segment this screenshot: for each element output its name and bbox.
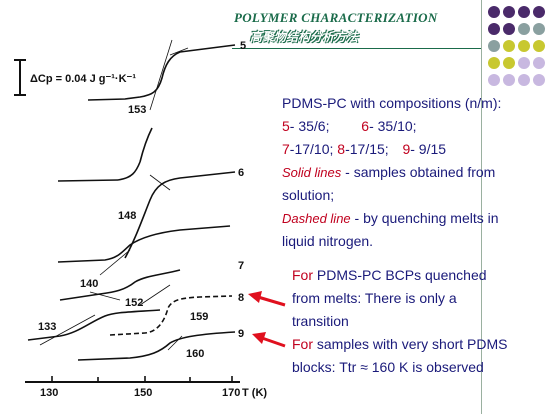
decorative-dot bbox=[503, 74, 515, 86]
compositions-row-2: 7-17/10; 8-17/15; 9- 9/15 bbox=[282, 138, 446, 161]
decorative-dot-grid bbox=[488, 6, 545, 86]
temp-label-153: 153 bbox=[128, 104, 146, 116]
x-tick-150: 150 bbox=[134, 387, 152, 399]
comp-8-num: 8 bbox=[337, 141, 346, 157]
scale-label: ΔCp = 0.04 J g⁻¹·K⁻¹ bbox=[30, 73, 136, 85]
comp-9-num: 9 bbox=[402, 141, 411, 157]
decorative-dot bbox=[488, 6, 500, 18]
note-1-line-1: For PDMS-PC BCPs quenched bbox=[292, 264, 487, 287]
note-1-text-1: PDMS-PC BCPs quenched bbox=[313, 267, 487, 283]
curve-6 bbox=[58, 172, 235, 212]
header-subtitle: 高聚物结构分析方法 bbox=[250, 30, 359, 44]
curve-8-dashed bbox=[109, 295, 233, 336]
note-1-for: For bbox=[292, 267, 313, 283]
curve-label-5: 5 bbox=[240, 40, 246, 52]
decorative-dot bbox=[518, 57, 530, 69]
decorative-dot bbox=[518, 74, 530, 86]
solid-lines-label: Solid lines bbox=[282, 165, 342, 180]
comp-9-val: - 9/15 bbox=[410, 141, 447, 157]
dashed-line-note: Dashed line - by quenching melts in bbox=[282, 207, 499, 230]
temp-label-148: 148 bbox=[118, 210, 136, 222]
compositions-row-1: 5- 35/6; 6- 35/10; bbox=[282, 115, 417, 138]
note-2-for: For bbox=[292, 336, 313, 352]
compositions-heading: PDMS-PC with compositions (n/m): bbox=[282, 95, 502, 111]
note-1-line-2: from melts: There is only a bbox=[292, 290, 457, 306]
x-axis-unit: T (K) bbox=[242, 387, 267, 399]
solid-lines-text-2: solution; bbox=[282, 187, 335, 203]
decorative-dot bbox=[533, 23, 545, 35]
curve-label-7: 7 bbox=[238, 260, 244, 272]
decorative-dot bbox=[533, 74, 545, 86]
comp-6-num: 6 bbox=[361, 118, 370, 134]
comp-8-val: -17/15; bbox=[345, 141, 389, 157]
temp-label-133: 133 bbox=[38, 321, 56, 333]
decorative-dot bbox=[488, 40, 500, 52]
comp-5-val: - 35/6; bbox=[289, 118, 330, 134]
curve-label-9: 9 bbox=[238, 328, 244, 340]
decorative-dot bbox=[503, 40, 515, 52]
note-2-text-1: samples with very short PDMS bbox=[313, 336, 508, 352]
arrow-to-curve-8 bbox=[248, 291, 286, 307]
x-tick-170: 170 bbox=[222, 387, 240, 399]
note-2-line-1: For samples with very short PDMS bbox=[292, 333, 508, 356]
decorative-dot bbox=[518, 23, 530, 35]
comp-7-num: 7 bbox=[282, 141, 290, 157]
decorative-dot bbox=[488, 74, 500, 86]
dashed-line-label: Dashed line bbox=[282, 211, 351, 226]
curve-8-solid bbox=[59, 269, 181, 301]
temp-label-152: 152 bbox=[125, 297, 143, 309]
comp-5-num: 5 bbox=[282, 118, 290, 134]
curve-label-6: 6 bbox=[238, 167, 244, 179]
note-2-line-2: blocks: Ttr ≈ 160 K is observed bbox=[292, 359, 484, 375]
curve-5 bbox=[87, 44, 236, 101]
arrow-to-curve-9 bbox=[252, 332, 286, 348]
x-tick-130: 130 bbox=[40, 387, 58, 399]
temp-label-159: 159 bbox=[190, 311, 208, 323]
dashed-line-text-2: liquid nitrogen. bbox=[282, 233, 374, 249]
decorative-dot bbox=[503, 6, 515, 18]
decorative-dot bbox=[518, 40, 530, 52]
curve-label-8: 8 bbox=[238, 292, 244, 304]
header-title: POLYMER CHARACTERIZATION bbox=[234, 10, 438, 25]
decorative-dot bbox=[488, 57, 500, 69]
scale-bar bbox=[14, 59, 26, 96]
decorative-dot bbox=[503, 57, 515, 69]
decorative-dot bbox=[488, 23, 500, 35]
temp-label-140: 140 bbox=[80, 278, 98, 290]
curve-9 bbox=[77, 331, 236, 361]
decorative-dot bbox=[503, 23, 515, 35]
note-1-line-3: transition bbox=[292, 313, 349, 329]
decorative-dot bbox=[533, 6, 545, 18]
curve-9-low bbox=[27, 309, 161, 341]
decorative-dot bbox=[533, 57, 545, 69]
divider-line bbox=[481, 0, 482, 414]
comp-7-val: -17/10; bbox=[289, 141, 334, 157]
solid-lines-note: Solid lines - samples obtained from bbox=[282, 161, 495, 184]
curve-7 bbox=[57, 225, 231, 263]
temp-label-160: 160 bbox=[186, 348, 204, 360]
comp-6-val: - 35/10; bbox=[369, 118, 417, 134]
header-rule bbox=[232, 48, 482, 49]
decorative-dot bbox=[533, 40, 545, 52]
solid-lines-text-1: - samples obtained from bbox=[341, 164, 496, 180]
dashed-line-text-1: - by quenching melts in bbox=[350, 210, 499, 226]
decorative-dot bbox=[518, 6, 530, 18]
